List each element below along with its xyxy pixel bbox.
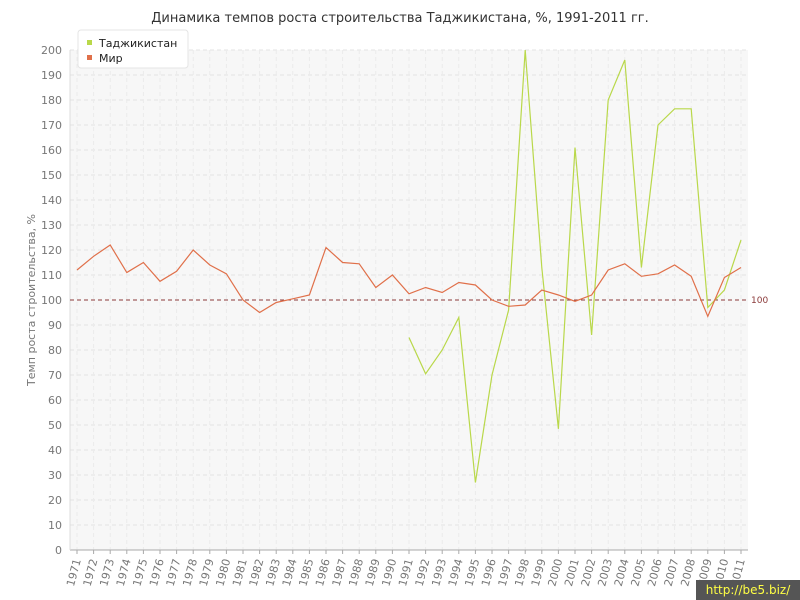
- reference-line-group: 100: [70, 296, 768, 306]
- legend-label-world: Мир: [99, 52, 123, 65]
- y-tick-label: 80: [48, 344, 62, 357]
- y-tick-label: 140: [41, 194, 62, 207]
- y-tick-label: 180: [41, 94, 62, 107]
- y-tick-label: 130: [41, 219, 62, 232]
- y-axis-ticks: 0 10 20 30 40 50 60 70 80 90 100 110 120 130 140 150 160…: [41, 44, 62, 557]
- y-tick-label: 90: [48, 319, 62, 332]
- y-tick-label: 120: [41, 244, 62, 257]
- y-tick-label: 30: [48, 469, 62, 482]
- y-tick-label: 50: [48, 419, 62, 432]
- y-tick-label: 200: [41, 44, 62, 57]
- y-tick-label: 70: [48, 369, 62, 382]
- y-tick-label: 110: [41, 269, 62, 282]
- series-world: [76, 244, 742, 318]
- legend: Таджикистан Мир: [77, 29, 189, 69]
- series-line: [408, 49, 742, 483]
- reference-line-label: 100: [751, 296, 768, 306]
- y-tick-label: 170: [41, 119, 62, 132]
- y-tick-label: 40: [48, 444, 62, 457]
- y-tick-label: 60: [48, 394, 62, 407]
- legend-box: [77, 29, 189, 69]
- y-tick-label: 190: [41, 69, 62, 82]
- series-group: [76, 49, 742, 483]
- legend-swatch-world: [87, 55, 92, 60]
- series-line: [76, 244, 742, 318]
- y-tick-label: 100: [41, 294, 62, 307]
- watermark: http://be5.biz/: [696, 580, 800, 600]
- y-tick-label: 150: [41, 169, 62, 182]
- y-tick-label: 0: [55, 544, 62, 557]
- y-tick-label: 160: [41, 144, 62, 157]
- legend-swatch-tajikistan: [87, 40, 92, 45]
- chart-title: Динамика темпов роста строительства Тадж…: [151, 11, 649, 26]
- y-tick-label: 20: [48, 494, 62, 507]
- y-tick-label: 10: [48, 519, 62, 532]
- legend-label-tajikistan: Таджикистан: [98, 37, 177, 50]
- y-axis-label: Темп роста строительства, %: [25, 214, 38, 387]
- series-tajikistan: [408, 49, 742, 483]
- grid: [70, 49, 748, 551]
